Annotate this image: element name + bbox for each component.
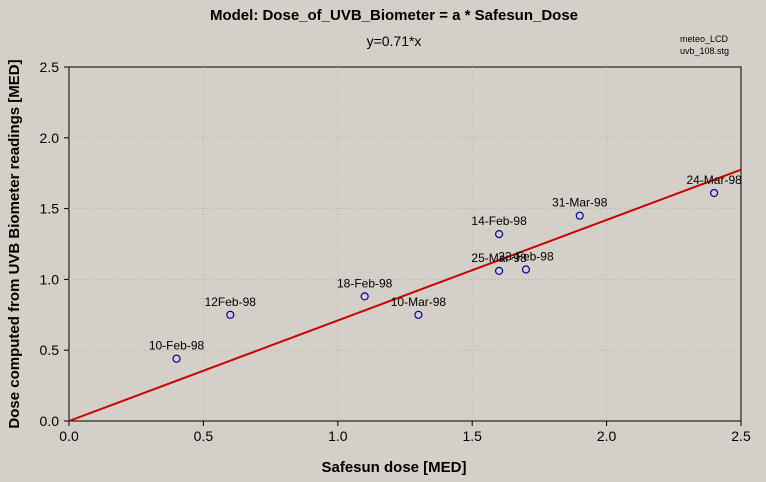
point-label: 18-Feb-98 xyxy=(337,276,393,290)
point-label: 14-Feb-98 xyxy=(471,214,527,228)
x-axis-ticks: 0.0 0.5 1.0 1.5 2.0 2.5 xyxy=(59,421,751,444)
x-tick-label: 0.0 xyxy=(59,428,79,444)
y-tick-label: 0.0 xyxy=(40,413,60,429)
grid-lines xyxy=(69,67,741,421)
data-points xyxy=(172,188,719,363)
data-point xyxy=(172,354,181,363)
point-label: 31-Mar-98 xyxy=(552,196,608,210)
point-label: 25-Mar-98 xyxy=(471,251,527,265)
data-point xyxy=(575,211,584,220)
x-tick-label: 0.5 xyxy=(194,428,214,444)
y-tick-label: 1.5 xyxy=(40,201,60,217)
data-point xyxy=(710,188,719,198)
data-point xyxy=(494,229,504,239)
data-point xyxy=(521,265,531,274)
chart-title: Model: Dose_of_UVB_Biometer = a * Safesu… xyxy=(210,7,578,24)
x-tick-label: 1.5 xyxy=(462,428,482,444)
x-axis-label: Safesun dose [MED] xyxy=(321,459,466,476)
y-tick-label: 2.5 xyxy=(40,59,60,75)
x-tick-label: 2.0 xyxy=(597,428,617,444)
data-point xyxy=(360,292,369,301)
point-label: 12Feb-98 xyxy=(205,295,257,309)
y-tick-label: 1.0 xyxy=(40,271,60,287)
data-point xyxy=(494,266,504,276)
data-point xyxy=(414,310,423,319)
x-tick-label: 1.0 xyxy=(328,428,348,444)
y-tick-label: 2.0 xyxy=(40,130,60,146)
y-axis-label: Dose computed from UVB Biometer readings… xyxy=(6,59,23,428)
plot-area xyxy=(68,66,742,422)
fit-line xyxy=(68,168,742,422)
source-note-2: uvb_108.stg xyxy=(680,46,729,56)
y-axis-ticks: 0.0 0.5 1.0 1.5 2.0 2.5 xyxy=(40,59,69,429)
point-label: 24-Mar-98 xyxy=(686,173,742,187)
point-labels: 10-Feb-98 12Feb-98 18-Feb-98 10-Mar-98 14-Fe… xyxy=(149,173,742,353)
y-tick-label: 0.5 xyxy=(40,342,60,358)
point-label: 10-Feb-98 xyxy=(149,339,205,353)
chart-subtitle: y=0.71*x xyxy=(367,33,422,49)
data-point xyxy=(226,310,235,319)
x-tick-label: 2.5 xyxy=(731,428,751,444)
point-label: 23-Feb-98 xyxy=(498,249,554,263)
point-label: 10-Mar-98 xyxy=(391,295,447,309)
source-note-1: meteo_LCD xyxy=(680,34,729,44)
